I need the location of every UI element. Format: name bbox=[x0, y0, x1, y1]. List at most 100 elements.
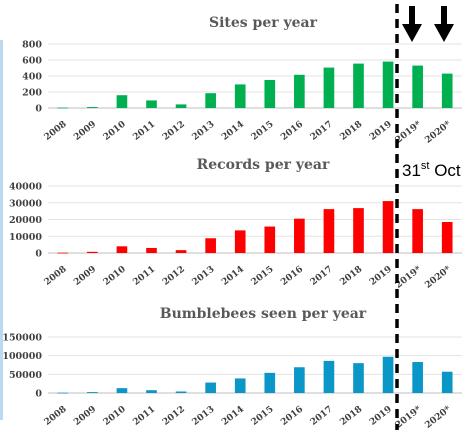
y-tick-label: 200 bbox=[22, 88, 42, 99]
x-tick-label: 2018 bbox=[338, 264, 364, 287]
bar-2012 bbox=[175, 391, 187, 393]
y-tick-label: 150000 bbox=[2, 333, 42, 344]
bar-2020* bbox=[441, 371, 453, 393]
bar-2015 bbox=[264, 372, 276, 393]
y-tick-label: 400 bbox=[22, 72, 42, 83]
x-tick-label: 2020* bbox=[423, 264, 453, 290]
chart-title: Bumblebees seen per year bbox=[160, 306, 367, 322]
x-tick-label: 2018 bbox=[338, 404, 364, 427]
bar-2019 bbox=[382, 356, 394, 393]
bar-2016 bbox=[294, 74, 305, 108]
x-tick-label: 2017 bbox=[309, 119, 335, 142]
x-tick-label: 2020* bbox=[423, 119, 453, 145]
x-tick-label: 2011 bbox=[131, 119, 157, 142]
bar-2010 bbox=[116, 246, 128, 253]
y-tick-label: 40000 bbox=[9, 182, 42, 193]
x-tick-label: 2013 bbox=[191, 264, 217, 287]
x-tick-label: 2019 bbox=[368, 404, 394, 427]
bar-2010 bbox=[116, 388, 128, 393]
x-tick-label: 2009 bbox=[72, 404, 98, 427]
bar-2009 bbox=[87, 251, 98, 253]
down-arrow-icon bbox=[402, 6, 422, 42]
x-tick-label: 2015 bbox=[250, 119, 276, 142]
bar-2011 bbox=[146, 247, 157, 253]
bar-2015 bbox=[264, 226, 276, 253]
y-tick-label: 100000 bbox=[2, 351, 42, 362]
y-tick-label: 600 bbox=[22, 56, 42, 67]
bar-2020* bbox=[441, 222, 453, 253]
x-tick-label: 2012 bbox=[161, 264, 187, 287]
chart-title: Sites per year bbox=[209, 15, 318, 31]
x-tick-label: 2008 bbox=[43, 119, 69, 142]
x-tick-label: 2017 bbox=[309, 404, 335, 427]
bar-2019 bbox=[382, 61, 394, 108]
x-tick-label: 2010 bbox=[102, 404, 128, 427]
x-tick-label: 2011 bbox=[131, 404, 157, 427]
bar-2017 bbox=[323, 360, 335, 393]
bar-2011 bbox=[146, 390, 157, 393]
x-tick-label: 2014 bbox=[220, 404, 246, 427]
chart-title: Records per year bbox=[197, 157, 330, 173]
bar-2017 bbox=[323, 67, 335, 108]
bar-2012 bbox=[175, 104, 187, 108]
x-tick-label: 2014 bbox=[220, 119, 246, 142]
x-tick-label: 2008 bbox=[43, 264, 69, 287]
x-tick-label: 2008 bbox=[43, 404, 69, 427]
bar-2009 bbox=[87, 392, 98, 393]
x-tick-label: 2015 bbox=[250, 404, 276, 427]
x-tick-label: 2010 bbox=[102, 119, 128, 142]
left-edge-strip bbox=[0, 40, 3, 420]
bar-2019* bbox=[412, 362, 423, 393]
y-tick-label: 0 bbox=[35, 389, 42, 400]
chart-2: Records per year 0 10000 20000 30000 40000 200… bbox=[9, 157, 462, 291]
x-tick-label: 2015 bbox=[250, 264, 276, 287]
y-tick-label: 0 bbox=[35, 249, 42, 260]
bar-2008 bbox=[57, 392, 69, 394]
y-tick-label: 800 bbox=[22, 40, 42, 51]
bar-2015 bbox=[264, 80, 276, 108]
bar-2008 bbox=[57, 252, 69, 254]
bar-2009 bbox=[87, 107, 98, 108]
x-tick-label: 2020* bbox=[423, 404, 453, 430]
bar-2010 bbox=[116, 95, 128, 108]
x-tick-label: 2016 bbox=[279, 404, 305, 427]
bar-2012 bbox=[175, 250, 187, 253]
bar-2018 bbox=[353, 208, 364, 253]
bar-2008 bbox=[57, 107, 69, 109]
x-tick-label: 2009 bbox=[72, 264, 98, 287]
y-tick-label: 10000 bbox=[9, 232, 42, 243]
x-tick-label: 2016 bbox=[279, 264, 305, 287]
x-tick-label: 2017 bbox=[309, 264, 335, 287]
y-tick-label: 50000 bbox=[9, 370, 42, 381]
x-tick-label: 2009 bbox=[72, 119, 98, 142]
bar-2016 bbox=[294, 367, 305, 393]
chart-3: Bumblebees seen per year 0 50000 100000 1500… bbox=[2, 306, 462, 431]
bar-2017 bbox=[323, 209, 335, 253]
x-tick-label: 2013 bbox=[191, 119, 217, 142]
y-tick-label: 20000 bbox=[9, 215, 42, 226]
y-tick-label: 0 bbox=[35, 104, 42, 115]
bar-2018 bbox=[353, 63, 364, 108]
bar-2018 bbox=[353, 363, 364, 393]
x-tick-label: 2019 bbox=[368, 264, 394, 287]
cutoff-note: 31st Oct bbox=[402, 160, 461, 180]
x-tick-label: 2014 bbox=[220, 264, 246, 287]
bar-2019* bbox=[412, 65, 423, 108]
x-tick-label: 2013 bbox=[191, 404, 217, 427]
y-tick-label: 30000 bbox=[9, 198, 42, 209]
bar-2019 bbox=[382, 201, 394, 253]
bar-2019* bbox=[412, 209, 423, 253]
bar-2013 bbox=[205, 238, 216, 253]
bar-2014 bbox=[234, 378, 246, 393]
x-tick-label: 2018 bbox=[338, 119, 364, 142]
x-tick-label: 2012 bbox=[161, 119, 187, 142]
bar-2016 bbox=[294, 218, 305, 253]
bar-2020* bbox=[441, 73, 453, 108]
x-tick-label: 2016 bbox=[279, 119, 305, 142]
bar-2013 bbox=[205, 382, 216, 393]
x-tick-label: 2010 bbox=[102, 264, 128, 287]
x-tick-label: 2019 bbox=[368, 119, 394, 142]
bar-2013 bbox=[205, 93, 216, 108]
